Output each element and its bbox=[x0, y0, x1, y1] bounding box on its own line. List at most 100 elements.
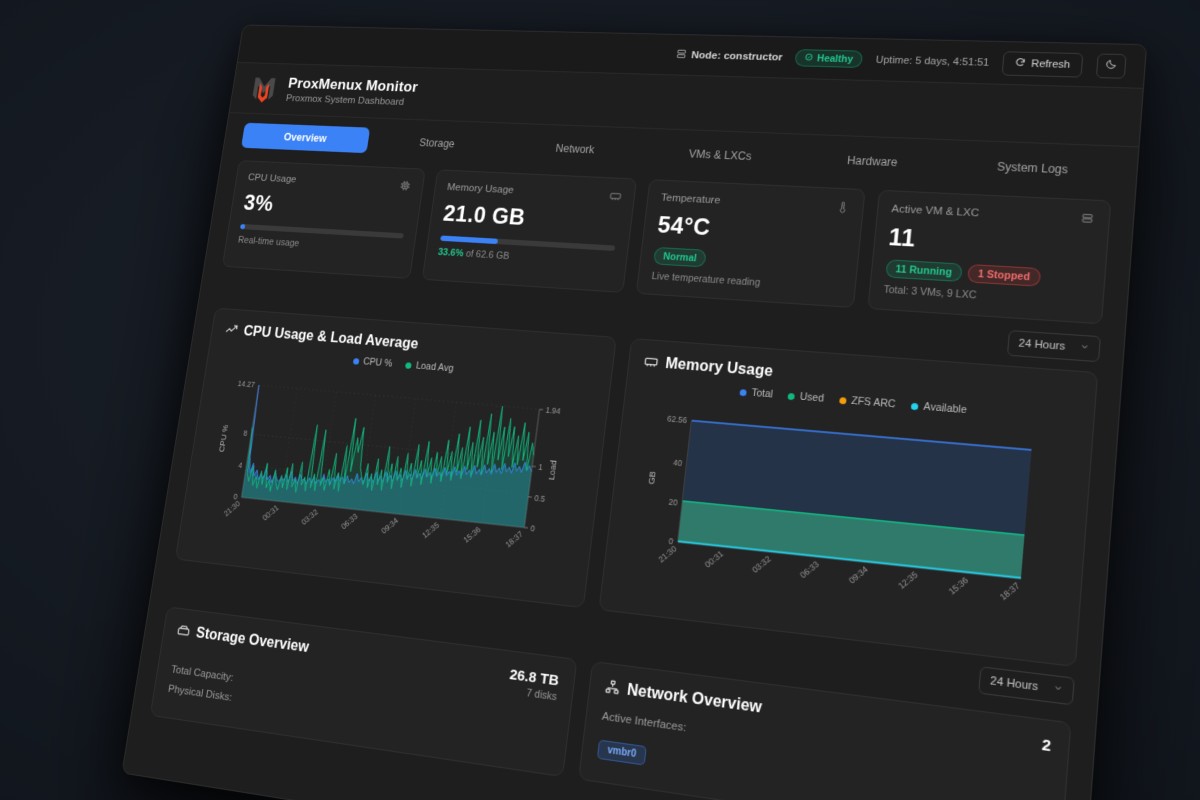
network-icon bbox=[604, 679, 620, 699]
card-temperature-label: Temperature bbox=[660, 192, 721, 207]
card-memory-label: Memory Usage bbox=[446, 182, 515, 196]
svg-text:40: 40 bbox=[673, 458, 684, 468]
svg-text:06:33: 06:33 bbox=[340, 512, 360, 531]
chevron-down-icon bbox=[1053, 683, 1064, 697]
svg-text:03:32: 03:32 bbox=[750, 554, 772, 575]
svg-text:1.94: 1.94 bbox=[545, 406, 562, 416]
svg-text:03:32: 03:32 bbox=[300, 507, 319, 526]
card-cpu-header: CPU Usage bbox=[247, 172, 411, 193]
card-memory-value: 21.0 GB bbox=[441, 201, 527, 231]
svg-text:0: 0 bbox=[530, 524, 536, 534]
panel-memory-chart: Memory Usage Total Used ZFS ARC Availabl… bbox=[598, 338, 1099, 668]
storage-title: Storage Overview bbox=[194, 625, 310, 656]
legend-load-avg: Load Avg bbox=[405, 360, 454, 374]
card-cpu-usage: CPU Usage 3% Real-time usage bbox=[221, 160, 426, 279]
card-vm-header: Active VM & LXC bbox=[891, 204, 1095, 228]
card-temperature: Temperature 54°C Normal Live temperature… bbox=[635, 179, 866, 308]
svg-text:GB: GB bbox=[646, 471, 658, 485]
memory-stick-icon bbox=[643, 354, 659, 372]
network-title: Network Overview bbox=[626, 681, 763, 717]
svg-text:18:37: 18:37 bbox=[504, 529, 525, 549]
refresh-button[interactable]: Refresh bbox=[1002, 50, 1084, 78]
cpu-chart-plot: 0 4 8 14.27 21:30 00:31 03:32 06:33 09:34 12:35 15… bbox=[191, 361, 595, 591]
svg-text:8: 8 bbox=[243, 429, 248, 438]
memory-stick-icon bbox=[609, 190, 622, 204]
check-circle-icon bbox=[804, 53, 814, 64]
svg-text:62.56: 62.56 bbox=[667, 414, 688, 425]
svg-text:12:35: 12:35 bbox=[896, 570, 919, 591]
temperature-status-badge: Normal bbox=[653, 246, 707, 268]
vm-running-badge: 11 Running bbox=[884, 259, 963, 282]
charts-row: CPU Usage & Load Average CPU % Load Avg … bbox=[157, 298, 1122, 670]
hard-drive-icon bbox=[176, 623, 191, 641]
theme-toggle-button[interactable] bbox=[1095, 53, 1127, 79]
refresh-icon bbox=[1015, 57, 1027, 70]
svg-text:12:35: 12:35 bbox=[421, 520, 441, 540]
svg-text:14.27: 14.27 bbox=[237, 379, 255, 389]
tab-hardware[interactable]: Hardware bbox=[796, 145, 951, 179]
card-vm-label: Active VM & LXC bbox=[890, 203, 980, 220]
card-active-vm-lxc: Active VM & LXC 11 11 Running 1 Stopped … bbox=[866, 189, 1112, 325]
status-badge-healthy: Healthy bbox=[794, 49, 864, 68]
memory-progress-fill bbox=[439, 235, 498, 245]
chevron-down-icon bbox=[1079, 342, 1089, 355]
card-cpu-label: CPU Usage bbox=[247, 172, 298, 185]
tab-storage[interactable]: Storage bbox=[370, 128, 505, 159]
card-cpu-value: 3% bbox=[242, 190, 275, 217]
server-icon bbox=[675, 48, 686, 61]
trending-up-icon bbox=[224, 322, 238, 339]
time-range-label-mid: 24 Hours bbox=[989, 674, 1039, 694]
storage-summary: 26.8 TB 7 disks bbox=[507, 666, 560, 703]
page-title: ProxMenux Monitor bbox=[287, 75, 419, 96]
network-summary: 2 bbox=[1041, 736, 1052, 755]
tab-network[interactable]: Network bbox=[505, 133, 646, 165]
proxmenux-logo-icon bbox=[248, 74, 279, 103]
svg-text:09:34: 09:34 bbox=[380, 516, 400, 536]
header-titles: ProxMenux Monitor Proxmox System Dashboa… bbox=[285, 75, 419, 108]
proxmenux-dashboard-window: Node: constructor Healthy Uptime: 5 days… bbox=[121, 24, 1148, 800]
uptime-label: Uptime: 5 days, 4:51:51 bbox=[875, 54, 990, 69]
svg-text:15:36: 15:36 bbox=[947, 575, 971, 597]
tab-overview[interactable]: Overview bbox=[241, 122, 371, 154]
thermometer-icon bbox=[835, 201, 849, 216]
network-title-row: Network Overview bbox=[604, 679, 763, 718]
panel-cpu-chart: CPU Usage & Load Average CPU % Load Avg … bbox=[174, 307, 617, 609]
legend-cpu-pct: CPU % bbox=[352, 355, 393, 369]
card-temperature-foot: Live temperature reading bbox=[651, 270, 761, 289]
legend-total: Total bbox=[739, 386, 773, 400]
memory-chart-plot: 0 20 40 62.56 21:30 00:31 03:32 06:33 09:34 12:35… bbox=[616, 395, 1075, 648]
node-info: Node: constructor bbox=[675, 48, 783, 63]
svg-text:0: 0 bbox=[233, 492, 239, 501]
cpu-progress-fill bbox=[239, 223, 246, 230]
page-subtitle: Proxmox System Dashboard bbox=[285, 93, 405, 108]
card-cpu-foot: Real-time usage bbox=[237, 234, 300, 249]
svg-text:09:34: 09:34 bbox=[847, 564, 870, 586]
svg-text:0.5: 0.5 bbox=[534, 493, 546, 503]
time-range-label-top: 24 Hours bbox=[1018, 337, 1066, 353]
tab-system-logs[interactable]: System Logs bbox=[952, 151, 1115, 186]
moon-icon bbox=[1105, 58, 1118, 72]
network-interface-badge: vmbr0 bbox=[596, 739, 647, 766]
svg-text:18:37: 18:37 bbox=[998, 581, 1022, 603]
svg-text:21:30: 21:30 bbox=[657, 543, 679, 564]
svg-text:15:36: 15:36 bbox=[462, 525, 482, 545]
svg-text:Load: Load bbox=[546, 460, 558, 481]
tab-vms-lxcs[interactable]: VMs & LXCs bbox=[647, 139, 795, 172]
svg-text:00:31: 00:31 bbox=[261, 503, 280, 522]
svg-text:20: 20 bbox=[668, 497, 679, 507]
node-label: Node: constructor bbox=[690, 49, 784, 63]
svg-text:CPU %: CPU % bbox=[217, 424, 230, 453]
cpu-chip-icon bbox=[398, 180, 411, 194]
health-badge-label: Healthy bbox=[816, 52, 854, 65]
legend-available: Available bbox=[911, 400, 967, 416]
svg-text:0: 0 bbox=[668, 536, 674, 546]
refresh-label: Refresh bbox=[1030, 58, 1071, 71]
memory-total-value: of 62.6 GB bbox=[462, 248, 510, 262]
svg-text:4: 4 bbox=[238, 461, 244, 470]
card-memory-header: Memory Usage bbox=[446, 182, 622, 204]
svg-text:06:33: 06:33 bbox=[798, 559, 821, 580]
svg-text:1: 1 bbox=[538, 463, 543, 473]
memory-percent-value: 33.6% bbox=[437, 246, 465, 260]
server-stack-icon bbox=[1080, 213, 1095, 228]
